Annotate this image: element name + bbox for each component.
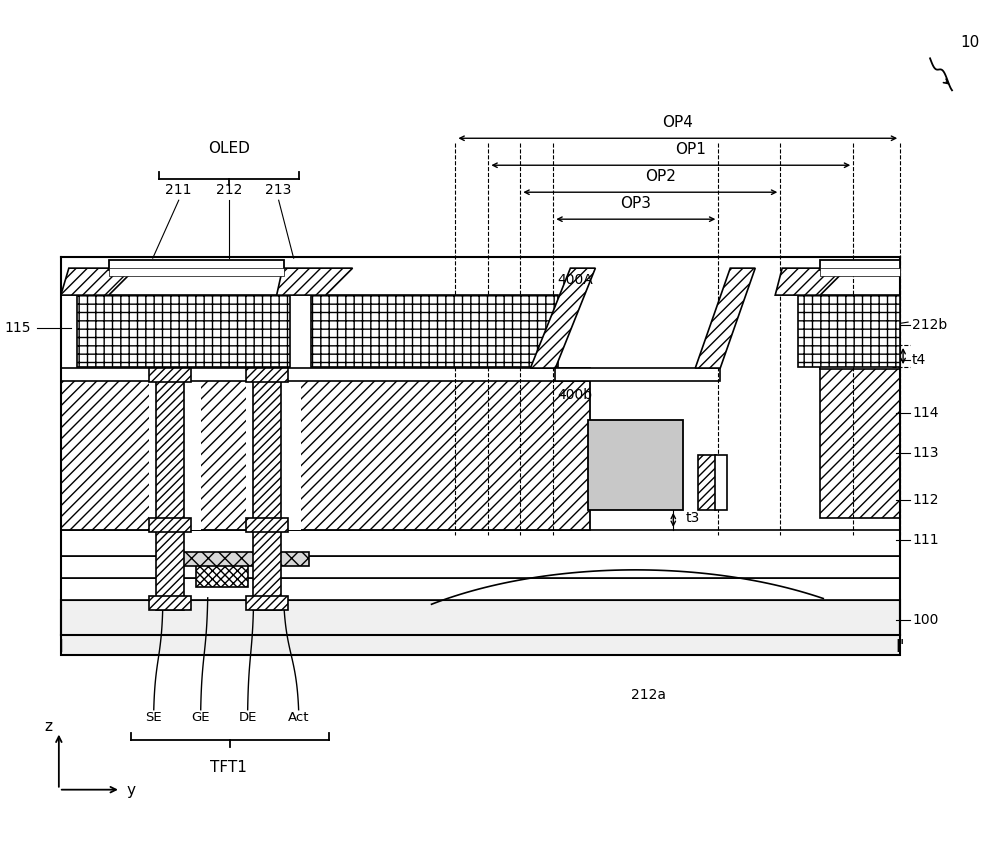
- Text: OLED: OLED: [208, 141, 250, 156]
- Text: 111: 111: [912, 532, 939, 547]
- Text: TFT1: TFT1: [210, 760, 247, 775]
- Polygon shape: [196, 565, 248, 587]
- Polygon shape: [253, 380, 281, 530]
- Text: 213: 213: [265, 183, 292, 197]
- Polygon shape: [149, 368, 191, 382]
- Polygon shape: [253, 530, 281, 610]
- Polygon shape: [156, 380, 184, 530]
- Polygon shape: [61, 530, 900, 556]
- Polygon shape: [156, 530, 184, 610]
- Polygon shape: [149, 518, 191, 532]
- Polygon shape: [820, 355, 900, 369]
- Polygon shape: [246, 368, 288, 382]
- Polygon shape: [246, 380, 301, 530]
- Polygon shape: [311, 295, 558, 367]
- Text: 400b: 400b: [557, 388, 593, 402]
- Polygon shape: [246, 518, 288, 532]
- Polygon shape: [149, 380, 201, 530]
- Polygon shape: [109, 268, 284, 276]
- Polygon shape: [61, 600, 900, 655]
- Text: z: z: [45, 719, 53, 734]
- Polygon shape: [61, 578, 900, 600]
- Text: OP4: OP4: [662, 115, 693, 130]
- Text: OP1: OP1: [675, 141, 706, 157]
- Text: t3: t3: [685, 511, 700, 525]
- Polygon shape: [820, 268, 900, 276]
- Text: 400A: 400A: [557, 273, 593, 287]
- Text: GE: GE: [191, 711, 210, 724]
- Text: 212b: 212b: [912, 318, 947, 332]
- Polygon shape: [798, 295, 900, 367]
- Text: t4: t4: [912, 353, 926, 367]
- Text: 211: 211: [165, 183, 192, 197]
- Polygon shape: [695, 268, 755, 368]
- Polygon shape: [61, 368, 590, 381]
- Text: Act: Act: [288, 711, 309, 724]
- Polygon shape: [61, 556, 900, 578]
- Text: 212: 212: [216, 183, 242, 197]
- Text: 112: 112: [912, 493, 939, 507]
- Text: I: I: [58, 638, 63, 656]
- Polygon shape: [820, 260, 900, 270]
- Polygon shape: [530, 268, 595, 368]
- Polygon shape: [555, 368, 720, 381]
- Text: SE: SE: [145, 711, 162, 724]
- Polygon shape: [77, 295, 290, 367]
- Polygon shape: [715, 455, 727, 510]
- Polygon shape: [698, 455, 716, 510]
- Text: DE: DE: [238, 711, 257, 724]
- Polygon shape: [161, 552, 309, 566]
- Text: y: y: [126, 783, 135, 798]
- Text: 212a: 212a: [631, 688, 666, 702]
- Text: 115: 115: [4, 321, 31, 335]
- Text: 10: 10: [960, 35, 979, 50]
- Text: 100: 100: [912, 613, 938, 627]
- Polygon shape: [149, 596, 191, 610]
- Text: OP3: OP3: [620, 196, 651, 210]
- Text: I': I': [895, 638, 905, 656]
- Polygon shape: [61, 268, 136, 295]
- Text: 114: 114: [912, 406, 939, 420]
- Text: OP2: OP2: [645, 169, 676, 184]
- Polygon shape: [109, 260, 284, 270]
- Polygon shape: [277, 268, 353, 295]
- Polygon shape: [820, 368, 900, 518]
- Polygon shape: [588, 420, 683, 510]
- Polygon shape: [775, 268, 847, 295]
- Polygon shape: [246, 596, 288, 610]
- Polygon shape: [61, 380, 590, 530]
- Text: 113: 113: [912, 446, 939, 460]
